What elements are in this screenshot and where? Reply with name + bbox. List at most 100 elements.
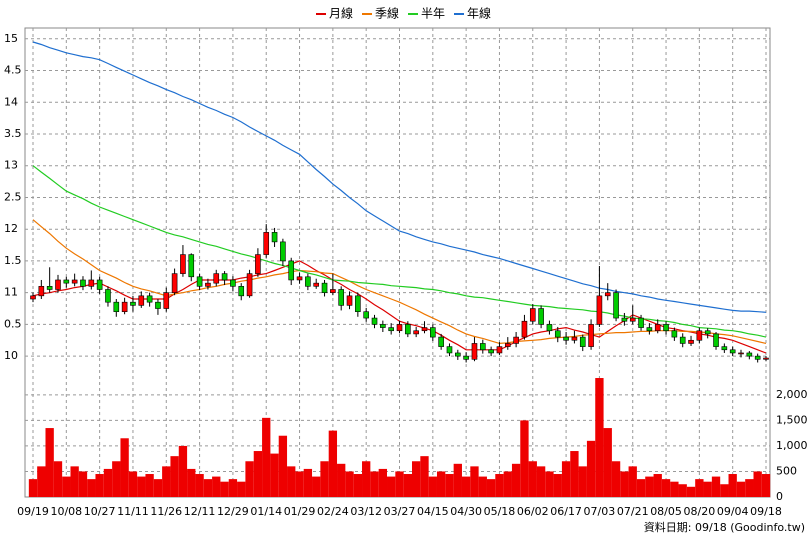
x-tick-label: 08/20	[684, 505, 716, 518]
candle-body	[88, 279, 95, 287]
volume-bar	[220, 481, 229, 497]
y-tick-label: 12	[4, 222, 18, 235]
volume-bar	[78, 471, 88, 497]
volume-bar	[337, 463, 346, 497]
volume-bar	[37, 466, 46, 497]
candle-body	[446, 346, 453, 354]
candle-body	[188, 254, 195, 278]
candle-body	[521, 320, 528, 338]
candle-body	[313, 282, 320, 287]
volume-bar	[187, 468, 196, 497]
candle-body	[696, 330, 703, 341]
candle-body	[213, 273, 220, 284]
y2-tick-label: 1,000	[776, 439, 808, 452]
candle-body	[529, 308, 536, 322]
candle-body	[554, 330, 561, 338]
volume-bar	[228, 479, 238, 497]
volume-bar	[745, 479, 754, 497]
volume-bar	[486, 479, 496, 497]
x-tick-label: 10/08	[50, 505, 82, 518]
volume-bar	[561, 461, 571, 497]
candle-body	[488, 349, 494, 354]
volume-bar	[62, 476, 71, 497]
candle-body	[413, 330, 419, 335]
candle-body	[71, 279, 78, 284]
volume-bar	[620, 471, 629, 497]
volume-bar	[478, 476, 487, 497]
volume-bar	[461, 476, 471, 497]
candle-body	[688, 339, 694, 344]
candle-body	[438, 336, 444, 347]
volume-bar	[553, 474, 562, 497]
candle-body	[546, 324, 553, 332]
x-tick-label: 05/18	[484, 505, 516, 518]
volume-bar	[670, 481, 679, 497]
candle-body	[613, 292, 619, 319]
volume-bar	[403, 474, 412, 497]
candle-body	[55, 279, 61, 290]
candle-body	[38, 286, 45, 297]
candle-body	[621, 317, 628, 322]
candle-body	[396, 324, 403, 332]
candle-body	[471, 343, 478, 360]
volume-bar	[345, 471, 354, 497]
ma-line	[32, 165, 767, 338]
candle-body	[246, 273, 253, 297]
volume-bar	[503, 471, 512, 497]
volume-bar	[520, 420, 529, 497]
candle-body	[654, 324, 661, 332]
volume-bar	[353, 474, 363, 497]
candle-body	[754, 355, 761, 360]
candle-body	[363, 311, 369, 319]
candle-body	[263, 232, 270, 255]
x-tick-label: 06/02	[517, 505, 549, 518]
volume-bar	[428, 476, 437, 497]
x-tick-label: 01/29	[284, 505, 316, 518]
volume-bar	[495, 474, 504, 497]
candle-body	[30, 295, 36, 300]
volume-bar	[112, 461, 121, 497]
candle-body	[671, 330, 678, 338]
volume-bar	[95, 474, 104, 497]
volume-bar	[645, 476, 654, 497]
candle-body	[346, 295, 353, 306]
x-tick-label: 08/05	[650, 505, 682, 518]
volume-bar	[87, 479, 96, 497]
candle-body	[629, 317, 636, 322]
volume-bar	[736, 481, 746, 497]
footer: 資料日期: 09/18 (Goodinfo.tw)	[644, 520, 805, 534]
volume-bar	[411, 461, 421, 497]
volume-bar	[453, 463, 462, 497]
volume-bar	[270, 453, 279, 497]
x-tick-label: 06/17	[550, 505, 582, 518]
y-tick-label: 0.5	[4, 317, 22, 330]
x-tick-label: 03/12	[350, 505, 382, 518]
volume-bar	[312, 476, 321, 497]
volume-bar	[287, 466, 296, 497]
candle-body	[238, 286, 245, 297]
volume-bar	[170, 456, 179, 497]
candle-body	[180, 254, 186, 274]
volume-bar	[445, 474, 454, 497]
candle-body	[271, 232, 278, 243]
legend-label: 半年	[421, 7, 445, 21]
candle-body	[571, 336, 578, 341]
volume-bar	[237, 481, 246, 497]
y-tick-label: 13	[4, 159, 18, 172]
x-tick-label: 01/14	[250, 505, 282, 518]
y-tick-label: 2.5	[4, 190, 22, 203]
y-tick-label: 11	[4, 286, 18, 299]
volume-bar	[545, 471, 554, 497]
volume-bar	[195, 474, 204, 497]
candle-body	[146, 295, 153, 303]
volume-bar	[70, 466, 79, 497]
volume-bar	[162, 466, 171, 497]
x-tick-label: 07/21	[617, 505, 649, 518]
volume-bar	[753, 471, 762, 497]
y-tick-label: 3.5	[4, 127, 22, 140]
candle-body	[405, 324, 411, 335]
x-tick-label: 09/18	[750, 505, 782, 518]
candle-body	[255, 254, 261, 274]
volume-bar	[661, 479, 671, 497]
volume-bar	[511, 463, 521, 497]
